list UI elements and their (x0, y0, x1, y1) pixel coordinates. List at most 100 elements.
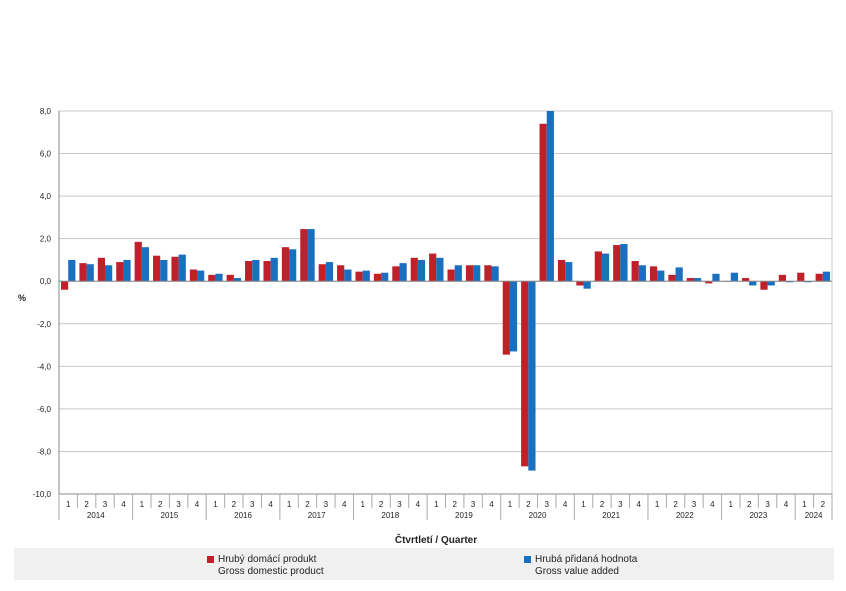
x-tick-label-quarter: 4 (195, 500, 200, 509)
bar-gdp (318, 264, 326, 282)
y-tick-label: -10,0 (33, 490, 52, 499)
bar-gva (325, 262, 334, 282)
bar-gva (270, 257, 278, 282)
x-tick-label-quarter: 3 (544, 500, 549, 509)
bar-gdp (281, 247, 290, 282)
legend: Hrubý domácí produkt Gross domestic prod… (14, 548, 834, 580)
x-tick-label-quarter: 4 (563, 500, 568, 509)
bar-gdp (171, 256, 179, 282)
bar-gdp (778, 274, 786, 282)
x-tick-label-year: 2014 (87, 511, 105, 520)
bar-gdp (97, 257, 106, 282)
x-tick-label-quarter: 2 (747, 500, 752, 509)
x-tick-label-quarter: 2 (452, 500, 457, 509)
legend-item-gdp: Hrubý domácí produkt Gross domestic prod… (207, 554, 324, 578)
y-axis-label: % (18, 293, 26, 303)
x-tick-label-year: 2018 (381, 511, 399, 520)
x-tick-label-year: 2023 (749, 511, 767, 520)
bar-gva (454, 265, 462, 282)
x-tick-label-quarter: 4 (416, 500, 421, 509)
gridlines (59, 110, 832, 495)
x-tick-label-year: 2020 (529, 511, 547, 520)
legend-swatch-gva (524, 556, 531, 563)
bar-gva (749, 281, 757, 286)
bar-gdp (392, 266, 400, 282)
bar-gdp (594, 251, 602, 282)
bar-gva (233, 278, 242, 282)
bar-gdp (484, 265, 492, 282)
bar-gdp (189, 269, 198, 282)
y-tick-label: 0,0 (40, 277, 52, 286)
bar-gdp (613, 245, 621, 282)
bar-gdp (300, 229, 308, 282)
x-tick-label-quarter: 1 (360, 500, 365, 509)
x-tick-label-quarter: 3 (250, 500, 255, 509)
x-tick-label-quarter: 3 (692, 500, 697, 509)
x-tick-label-quarter: 3 (765, 500, 770, 509)
bar-gva (601, 253, 610, 282)
bar-gva (565, 262, 573, 282)
bar-gdp (116, 262, 124, 282)
bar-gva (528, 281, 536, 471)
bar-gva (417, 259, 426, 282)
bar-gdp (686, 278, 694, 282)
legend-label-gva-en: Gross value added (535, 566, 619, 577)
y-tick-labels: 8,0 6,0 4,0 2,0 0,0 -2,0 -4,0 -6,0 -8,0 -10,0 (33, 107, 52, 499)
x-tick-label-quarter: 2 (379, 500, 384, 509)
x-tick-label-year: 2016 (234, 511, 252, 520)
bar-gva (804, 281, 812, 283)
x-tick-label-quarter: 2 (600, 500, 605, 509)
bar-gdp (649, 266, 658, 282)
x-tick-label-year: 2024 (805, 511, 823, 520)
legend-swatch-gdp (207, 556, 214, 563)
bar-gdp (576, 281, 584, 286)
y-tick-label: -8,0 (37, 447, 51, 456)
x-tick-label-quarter: 4 (121, 500, 126, 509)
y-tick-label: 2,0 (40, 235, 52, 244)
bar-gdp (705, 281, 713, 284)
x-tick-label-quarter: 1 (729, 500, 734, 509)
bar-gdp (410, 257, 418, 282)
x-tick-label-quarter: 3 (103, 500, 108, 509)
bar-gva (86, 264, 94, 282)
bar-gva (822, 271, 830, 282)
x-tick-labels: 1 2 3 4 1 2 3 4 1 2 3 4 1 2 3 4 1 2 3 4 1 2 3 4 1 2 3 4 1 2 3 4 1 2 3 4 1 2 3 4… (66, 500, 826, 520)
x-tick-label-quarter: 3 (618, 500, 623, 509)
x-tick-label-quarter: 1 (655, 500, 660, 509)
x-tick-label-year: 2015 (161, 511, 179, 520)
x-tick-label-quarter: 4 (784, 500, 789, 509)
x-axis-label: Čtvrtletí / Quarter (395, 533, 477, 546)
legend-label-gdp-cz: Hrubý domácí produkt (218, 554, 317, 565)
bar-gdp (521, 281, 529, 467)
x-tick-label-quarter: 2 (305, 500, 310, 509)
bar-gva (362, 270, 370, 282)
bar-gva (289, 249, 297, 282)
x-tick-label-quarter: 1 (581, 500, 586, 509)
bar-gdp (797, 272, 805, 282)
bar-gva (509, 281, 518, 352)
axes (58, 111, 833, 520)
bar-gdp (226, 274, 234, 282)
legend-label-gva-cz: Hrubá přidaná hodnota (535, 554, 638, 565)
bar-gdp (741, 278, 750, 282)
bar-gdp (337, 265, 345, 282)
bar-gdp (502, 281, 510, 355)
bar-gva (197, 270, 205, 282)
bar-gva (68, 259, 76, 282)
x-tick-label-quarter: 1 (434, 500, 439, 509)
x-tick-label-quarter: 1 (213, 500, 218, 509)
bar-gdp (245, 261, 253, 282)
legend-label-gdp-en: Gross domestic product (218, 566, 324, 577)
bar-gva (473, 265, 481, 282)
y-tick-label: 4,0 (40, 192, 52, 201)
x-tick-label-quarter: 2 (158, 500, 163, 509)
bar-gva (399, 263, 407, 282)
bar-gva (381, 272, 389, 282)
x-tick-label-quarter: 1 (66, 500, 71, 509)
bar-gva (712, 273, 720, 282)
y-tick-label: -4,0 (37, 362, 51, 371)
bar-gva (546, 111, 554, 282)
bar-gva (105, 265, 113, 282)
bar-gdp (79, 263, 87, 282)
bars (61, 111, 830, 471)
